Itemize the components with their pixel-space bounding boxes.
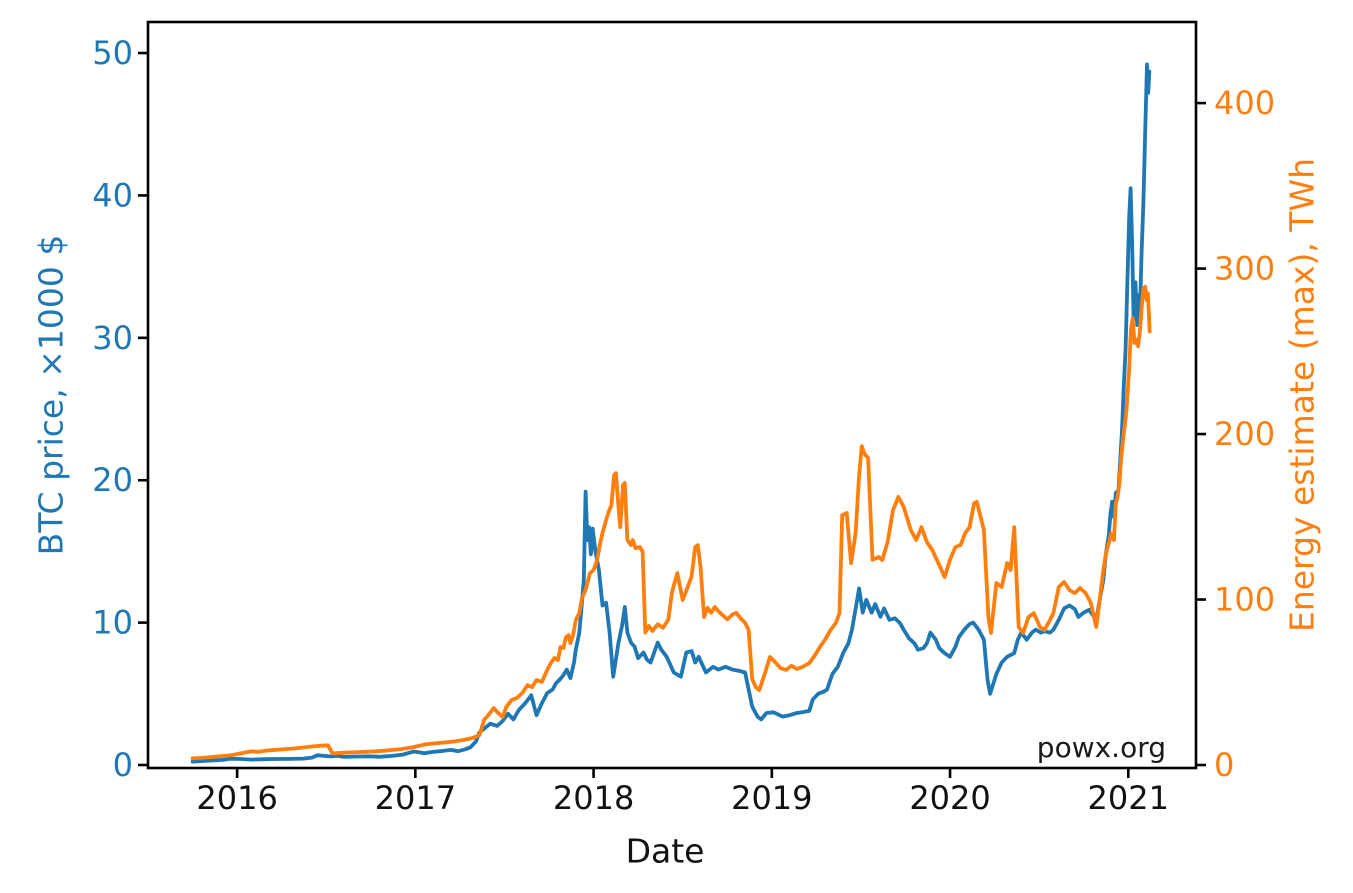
series-lines [190, 62, 1152, 764]
watermark: powx.org [1037, 731, 1166, 764]
x-tick-label: 2020 [909, 779, 990, 817]
y-right-tick-label: 200 [1214, 415, 1275, 453]
btc-price-line [190, 62, 1152, 764]
y-left-tick-label: 40 [92, 176, 133, 214]
energy-estimate-line [190, 284, 1152, 761]
y-right-axis-ticks: 0 100 200 300 400 [1196, 84, 1275, 784]
y-left-tick-label: 10 [92, 604, 133, 642]
y-left-tick-label: 30 [92, 319, 133, 357]
x-tick-label: 2021 [1088, 779, 1169, 817]
x-tick-label: 2017 [375, 779, 456, 817]
y-left-tick-label: 50 [92, 34, 133, 72]
y-right-tick-label: 0 [1214, 746, 1234, 784]
y-left-axis-ticks: 0 10 20 30 40 50 [92, 34, 148, 784]
y-left-tick-label: 0 [113, 746, 133, 784]
y-right-tick-label: 300 [1214, 250, 1275, 288]
x-axis-label: Date [626, 832, 705, 871]
x-tick-label: 2018 [553, 779, 634, 817]
plot-frame [146, 20, 1198, 770]
y-right-tick-label: 400 [1214, 84, 1275, 122]
x-axis-ticks: 2016 2017 2018 2019 2020 2021 [196, 768, 1169, 817]
x-tick-label: 2019 [731, 779, 812, 817]
x-tick-label: 2016 [196, 779, 277, 817]
y-left-axis-label: BTC price, ×1000 $ [32, 235, 71, 556]
y-right-tick-label: 100 [1214, 581, 1275, 619]
y-right-axis-label: Energy estimate (max), TWh [1283, 158, 1322, 632]
y-left-tick-label: 20 [92, 461, 133, 499]
